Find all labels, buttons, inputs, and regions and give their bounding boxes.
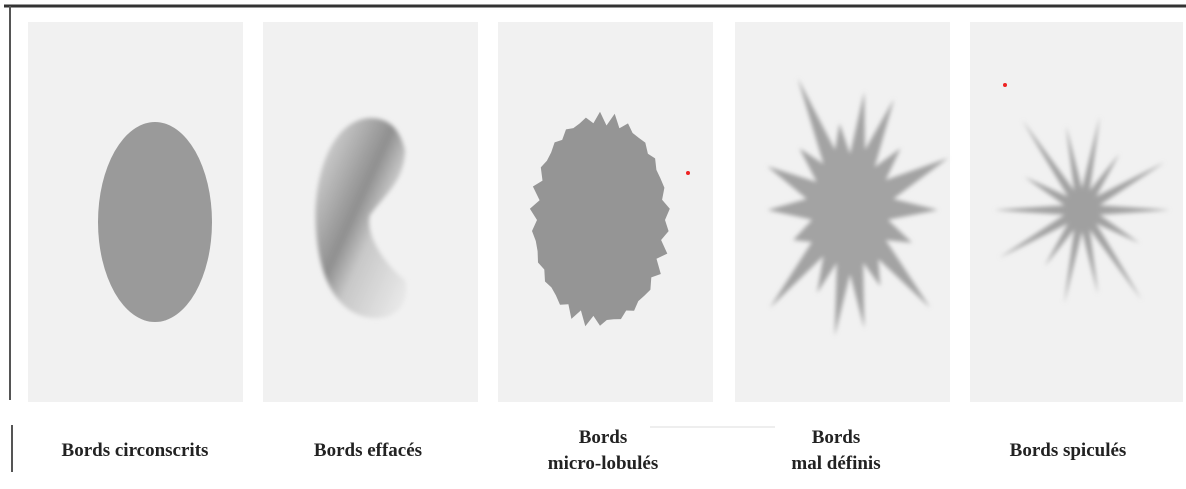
panel-label: Bords	[579, 427, 628, 448]
mass-circumscribed	[98, 122, 212, 322]
panel-label: Bords spiculés	[1010, 440, 1127, 461]
dot	[1003, 83, 1007, 87]
panel-label: Bords	[812, 427, 861, 448]
panel-label: micro-lobulés	[548, 453, 658, 474]
panel-label: Bords circonscrits	[62, 440, 209, 461]
panel-label: mal définis	[791, 453, 880, 474]
dot	[686, 171, 690, 175]
panel-label: Bords effacés	[314, 440, 422, 461]
figure: Bords circonscrits Bords effacés Bords m…	[0, 0, 1186, 489]
